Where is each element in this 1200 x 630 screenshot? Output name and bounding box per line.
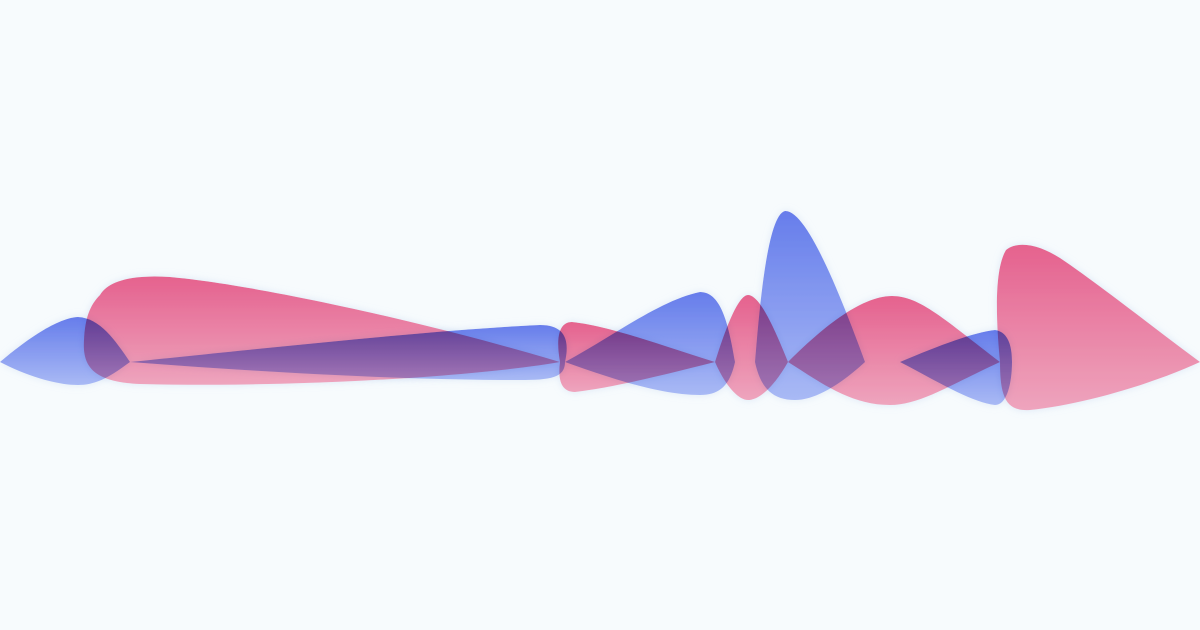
blue-lobe-2: [130, 325, 567, 380]
blue-waveform: [0, 210, 1012, 405]
blue-lobe-4: [755, 210, 865, 400]
blue-lobe-3: [565, 292, 735, 395]
blue-lobe-1: [0, 317, 130, 385]
blue-lobe-5: [900, 330, 1012, 405]
pink-lobe-5: [996, 244, 1200, 411]
